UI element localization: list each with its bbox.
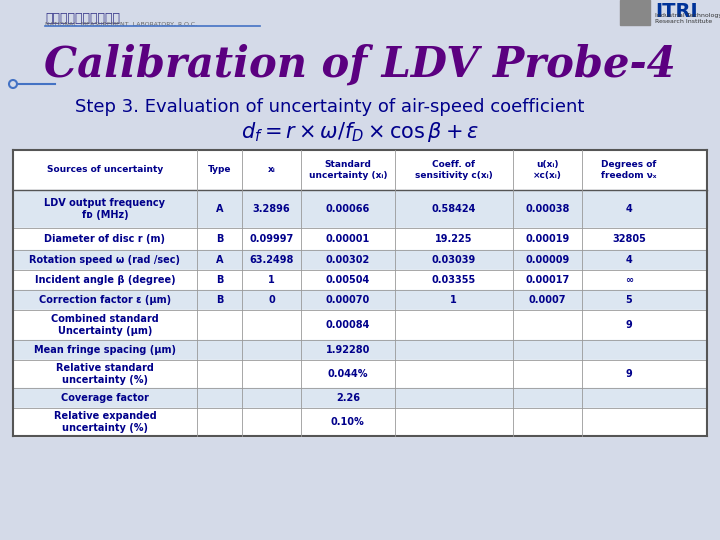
Bar xyxy=(13,408,707,436)
Text: 1.92280: 1.92280 xyxy=(325,345,370,355)
Text: 3.2896: 3.2896 xyxy=(253,204,290,214)
Bar xyxy=(13,250,707,270)
Text: Mean fringe spacing (μm): Mean fringe spacing (μm) xyxy=(34,345,176,355)
Text: 1: 1 xyxy=(268,275,275,285)
Text: 0.00504: 0.00504 xyxy=(325,275,370,285)
Bar xyxy=(13,388,707,408)
Text: Type: Type xyxy=(207,165,231,174)
Text: 0.00009: 0.00009 xyxy=(526,255,570,265)
Text: 0.58424: 0.58424 xyxy=(431,204,476,214)
Bar xyxy=(620,0,650,25)
Bar xyxy=(13,228,707,250)
Text: B: B xyxy=(216,234,223,244)
Text: 0.03355: 0.03355 xyxy=(431,275,476,285)
Text: Calibration of LDV Probe-4: Calibration of LDV Probe-4 xyxy=(44,44,676,86)
Text: ∞: ∞ xyxy=(625,275,633,285)
Text: A: A xyxy=(216,204,223,214)
Text: Degrees of
freedom νₓ: Degrees of freedom νₓ xyxy=(601,160,657,180)
Text: 63.2498: 63.2498 xyxy=(249,255,294,265)
Text: 0.09997: 0.09997 xyxy=(249,234,294,244)
Bar xyxy=(13,310,707,340)
Text: Step 3. Evaluation of uncertainty of air-speed coefficient: Step 3. Evaluation of uncertainty of air… xyxy=(75,98,585,116)
Bar xyxy=(13,340,707,360)
Text: 0.0007: 0.0007 xyxy=(528,295,566,305)
Text: LDV output frequency
fᴅ (MHz): LDV output frequency fᴅ (MHz) xyxy=(45,198,166,220)
Text: Relative standard
uncertainty (%): Relative standard uncertainty (%) xyxy=(56,363,154,385)
Text: 0.03039: 0.03039 xyxy=(431,255,476,265)
Text: Incident angle β (degree): Incident angle β (degree) xyxy=(35,275,175,285)
Text: 4: 4 xyxy=(626,204,632,214)
Text: NATIONAL  MEASUREMENT  LABORATORY, R.O.C.: NATIONAL MEASUREMENT LABORATORY, R.O.C. xyxy=(45,22,197,27)
Text: 0.00066: 0.00066 xyxy=(325,204,370,214)
Text: xᵢ: xᵢ xyxy=(268,165,275,174)
Text: 0.00084: 0.00084 xyxy=(325,320,370,330)
Text: 2.26: 2.26 xyxy=(336,393,360,403)
Text: 國家度量衡標準實驗室: 國家度量衡標準實驗室 xyxy=(45,12,120,25)
Text: 4: 4 xyxy=(626,255,632,265)
Text: B: B xyxy=(216,295,223,305)
Text: Rotation speed ω (rad /sec): Rotation speed ω (rad /sec) xyxy=(30,255,181,265)
Text: 1: 1 xyxy=(450,295,457,305)
Text: 9: 9 xyxy=(626,320,632,330)
Text: Industrial Technology
Research Institute: Industrial Technology Research Institute xyxy=(655,13,720,24)
Text: 0.00001: 0.00001 xyxy=(325,234,370,244)
Text: $d_f= r \times \omega /f_D\times \cos\beta + \varepsilon$: $d_f= r \times \omega /f_D\times \cos\be… xyxy=(241,120,479,144)
Text: Sources of uncertainty: Sources of uncertainty xyxy=(47,165,163,174)
Text: Standard
uncertainty (xᵢ): Standard uncertainty (xᵢ) xyxy=(309,160,387,180)
Bar xyxy=(13,150,707,190)
Circle shape xyxy=(9,80,17,88)
Text: Correction factor ε (μm): Correction factor ε (μm) xyxy=(39,295,171,305)
Text: 0.00019: 0.00019 xyxy=(526,234,570,244)
Text: 5: 5 xyxy=(626,295,632,305)
Text: 0.00017: 0.00017 xyxy=(526,275,570,285)
Text: 0.00038: 0.00038 xyxy=(525,204,570,214)
Text: ITRI: ITRI xyxy=(655,2,698,21)
Text: A: A xyxy=(216,255,223,265)
Text: 0.00302: 0.00302 xyxy=(325,255,370,265)
Bar xyxy=(13,190,707,228)
Text: 0: 0 xyxy=(268,295,275,305)
Text: B: B xyxy=(216,275,223,285)
Text: u(xᵢ)
×c(xᵢ): u(xᵢ) ×c(xᵢ) xyxy=(533,160,562,180)
Text: Coeff. of
sensitivity c(xᵢ): Coeff. of sensitivity c(xᵢ) xyxy=(415,160,492,180)
Text: 0.10%: 0.10% xyxy=(331,417,365,427)
Text: 0.00070: 0.00070 xyxy=(325,295,370,305)
Bar xyxy=(13,360,707,388)
Text: 19.225: 19.225 xyxy=(435,234,472,244)
Text: Diameter of disc r (m): Diameter of disc r (m) xyxy=(45,234,166,244)
Text: 0.044%: 0.044% xyxy=(328,369,368,379)
Text: Relative expanded
uncertainty (%): Relative expanded uncertainty (%) xyxy=(53,411,156,433)
Text: Coverage factor: Coverage factor xyxy=(61,393,149,403)
Text: 32805: 32805 xyxy=(612,234,646,244)
Bar xyxy=(13,270,707,290)
Text: 9: 9 xyxy=(626,369,632,379)
Text: Combined standard
Uncertainty (μm): Combined standard Uncertainty (μm) xyxy=(51,314,159,336)
Bar xyxy=(13,290,707,310)
